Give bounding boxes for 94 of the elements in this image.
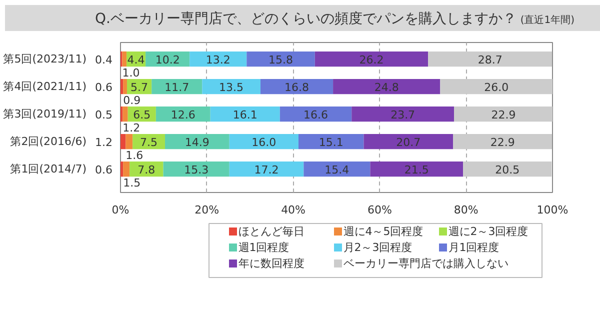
bar <box>370 162 464 177</box>
data-label: 11.7 <box>164 81 190 94</box>
data-label: 15.4 <box>324 164 350 177</box>
bar <box>453 134 552 150</box>
data-label: 21.5 <box>404 164 429 177</box>
bar <box>304 162 370 177</box>
data-label: 1.5 <box>123 176 141 190</box>
data-label: 10.2 <box>155 54 180 67</box>
data-label: 26.0 <box>484 81 509 94</box>
y-tick-label: 第2回(2016/6) <box>10 135 86 148</box>
chart-title: Q.ベーカリー専門店で、どのくらいの頻度でパンを購入しますか？ <box>95 11 516 27</box>
data-label: 7.5 <box>140 136 158 150</box>
data-label: 1.2 <box>95 136 113 150</box>
data-label: 20.7 <box>396 136 421 150</box>
bar <box>298 134 364 150</box>
bar <box>120 134 126 150</box>
data-label: 16.8 <box>284 81 310 94</box>
legend-label: ほとんど毎日 <box>238 225 304 238</box>
data-label: 16.0 <box>252 136 276 150</box>
data-label: 23.7 <box>390 108 416 122</box>
legend-label: 週に2～3回程度 <box>448 225 528 238</box>
data-label: 1.6 <box>126 149 144 162</box>
data-label: 7.8 <box>138 164 156 177</box>
data-label: 15.1 <box>318 136 344 150</box>
data-label: 16.1 <box>232 108 258 122</box>
data-label: 15.8 <box>268 54 294 67</box>
x-tick-label: 100% <box>536 204 568 216</box>
data-label: 0.6 <box>95 164 113 177</box>
bar <box>152 78 202 94</box>
y-tick-label: 第3回(2019/11) <box>3 108 86 121</box>
data-label: 16.6 <box>304 108 328 122</box>
y-tick-label: 第5回(2023/11) <box>3 52 86 66</box>
bar <box>260 78 334 94</box>
data-label: 22.9 <box>491 108 516 122</box>
bar <box>164 134 230 150</box>
x-tick-label: 20% <box>194 204 220 216</box>
data-label: 13.2 <box>206 54 230 67</box>
legend-label: 年に数回程度 <box>238 257 304 270</box>
bar <box>123 162 130 177</box>
bar <box>120 78 124 94</box>
data-label: 17.2 <box>254 164 279 177</box>
bar <box>229 134 298 150</box>
bar <box>122 51 127 67</box>
bar <box>122 106 128 122</box>
bar <box>120 162 124 177</box>
bar <box>190 51 247 67</box>
bar <box>123 78 127 94</box>
data-label: 0.6 <box>95 81 113 94</box>
legend-label: 月2～3回程度 <box>343 241 412 254</box>
bar <box>454 106 552 122</box>
bar <box>333 78 440 94</box>
data-label: 13.5 <box>219 81 244 94</box>
bar <box>132 134 165 150</box>
bar <box>126 134 133 150</box>
data-label: 0.4 <box>95 54 113 67</box>
bar <box>463 162 552 177</box>
bar <box>440 78 552 94</box>
data-label: 28.7 <box>478 54 502 67</box>
data-label: 1.0 <box>122 66 140 80</box>
bar <box>156 106 210 122</box>
bar <box>364 134 454 150</box>
bar <box>428 51 552 67</box>
data-label: 24.8 <box>374 81 399 94</box>
data-label: 5.7 <box>130 81 148 94</box>
bar <box>314 51 428 67</box>
legend-label: ベーカリー専門店では購入しない <box>343 257 508 270</box>
bar <box>210 106 280 122</box>
x-tick-label: 60% <box>367 204 392 216</box>
data-label: 6.5 <box>133 108 151 122</box>
legend-label: 週1回程度 <box>238 241 290 254</box>
bar <box>202 78 260 94</box>
data-label: 20.5 <box>495 164 520 177</box>
data-label: 0.9 <box>123 94 141 108</box>
bar <box>246 51 315 67</box>
x-tick-label: 0% <box>112 204 130 216</box>
bar <box>163 162 230 177</box>
bar <box>352 106 454 122</box>
data-label: 22.9 <box>490 136 515 150</box>
y-tick-label: 第1回(2014/7) <box>10 162 86 176</box>
bar <box>229 162 304 177</box>
y-tick-label: 第4回(2021/11) <box>3 80 86 94</box>
x-tick-label: 80% <box>454 204 478 216</box>
data-label: 15.3 <box>184 164 209 177</box>
x-tick-label: 40% <box>281 204 306 216</box>
data-label: 1.2 <box>122 122 140 135</box>
data-label: 12.6 <box>170 108 196 122</box>
data-label: 4.4 <box>127 54 145 67</box>
legend-label: 週に4～5回程度 <box>343 225 424 238</box>
bar <box>280 106 352 122</box>
data-label: 0.5 <box>95 108 113 122</box>
chart-subtitle: (直近1年間) <box>520 15 574 26</box>
data-label: 26.2 <box>359 54 384 67</box>
data-label: 14.9 <box>184 136 210 150</box>
legend-label: 月1回程度 <box>448 241 500 254</box>
